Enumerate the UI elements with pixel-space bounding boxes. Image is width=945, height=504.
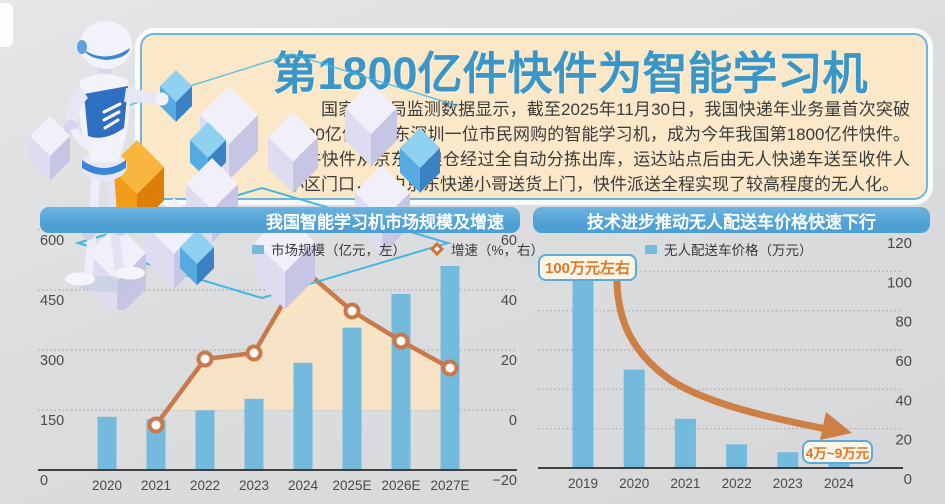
line-legend-diamond-icon [429,241,445,257]
growth-area-fill [167,269,451,410]
decline-arrow-icon [613,278,830,433]
cube-icon [180,230,214,286]
right-chart-legend: 无人配送车价格（万元） [645,241,813,258]
growth-marker [294,260,312,278]
market-bar-2026E [391,294,411,470]
x-axis-label: 2024 [824,476,855,491]
price-legend-label: 无人配送车价格（万元） [664,243,813,258]
price-bar-2023 [777,452,799,468]
growth-marker [441,359,459,377]
left-chart-title: 我国智能学习机市场规模及增速 [266,212,504,232]
left-axis-tick: 300 [40,353,64,369]
growth-marker [147,416,165,434]
right-chart-title: 技术进步推动无人配送车价格快速下行 [587,212,876,232]
price-bar-2019 [572,271,594,468]
right-axis-tick: 80 [895,314,912,331]
left-axis-tick: 150 [40,413,64,429]
growth-line [154,266,452,427]
right-axis-tick: 40 [501,293,517,309]
x-axis-label: 2022 [190,478,220,493]
market-bar-2022 [195,410,215,470]
right-axis-tick: 40 [895,392,912,409]
market-bar-2020 [97,416,117,470]
decline-arrowhead-icon [820,412,852,440]
cube-icon [88,224,146,310]
left-axis-tick: 450 [40,293,64,309]
x-axis-label: 2022 [722,476,752,491]
price-bar-2021 [674,418,696,468]
page-title: 第1800亿件快件为智能学习机 [272,48,868,99]
right-axis-tick: 100 [887,274,912,291]
market-bar-2023 [244,398,264,470]
price-callout-2024: 4万~9万元 [802,440,873,464]
left-axis-tick: 600 [40,233,64,249]
x-axis-label: 2020 [92,478,122,493]
bar-legend-swatch-icon [252,244,264,254]
line-legend-label: 增速（%，右） [451,243,545,258]
right-axis-tick: −20 [492,473,517,489]
x-axis-label: 2023 [239,478,269,493]
market-bar-2021 [146,419,166,470]
price-legend-swatch-icon [645,244,657,254]
x-axis-label: 2026E [381,478,420,493]
right-axis-tick: 0 [509,413,517,429]
x-axis-label: 2024 [288,478,319,493]
growth-marker [245,344,263,362]
x-axis-label: 2025E [332,478,371,493]
growth-marker [343,302,361,320]
price-bar-2022 [726,444,748,468]
market-bar-2024 [293,362,313,470]
right-chart-title-banner: 技术进步推动无人配送车价格快速下行 [533,207,930,233]
growth-marker [196,350,214,368]
right-axis-tick: 0 [904,471,912,488]
market-bar-2025E [342,327,362,470]
intro-paragraph: 国家邮政局监测数据显示，截至2025年11月30日，我国快递年业务量首次突破18… [287,100,910,194]
right-axis-tick: 60 [895,353,912,370]
right-axis-tick: 20 [501,353,517,369]
left-axis-tick: 0 [40,473,48,489]
corner-decoration [0,3,13,47]
growth-marker [392,332,410,350]
left-chart-legend: 市场规模（亿元，左） 增速（%，右） [252,241,545,258]
x-axis-label: 2020 [619,476,649,491]
price-callout-2019: 100万元左右 [538,254,637,281]
cube-icon [30,116,70,181]
left-chart-title-banner: 我国智能学习机市场规模及增速 [40,207,520,233]
x-axis-label: 2021 [670,476,700,491]
bar-legend-label: 市场规模（亿元，左） [271,243,406,258]
market-bar-2027E [440,266,460,470]
x-axis-label: 2019 [568,476,598,491]
right-axis-tick: 20 [895,432,912,449]
price-bar-2020 [623,369,645,468]
x-axis-label: 2021 [141,478,171,493]
x-axis-label: 2027E [430,478,469,493]
x-axis-label: 2023 [773,476,803,491]
right-axis-tick: 120 [887,235,912,252]
intro-panel: 第1800亿件快件为智能学习机 国家邮政局监测数据显示，截至2025年11月30… [140,33,928,200]
